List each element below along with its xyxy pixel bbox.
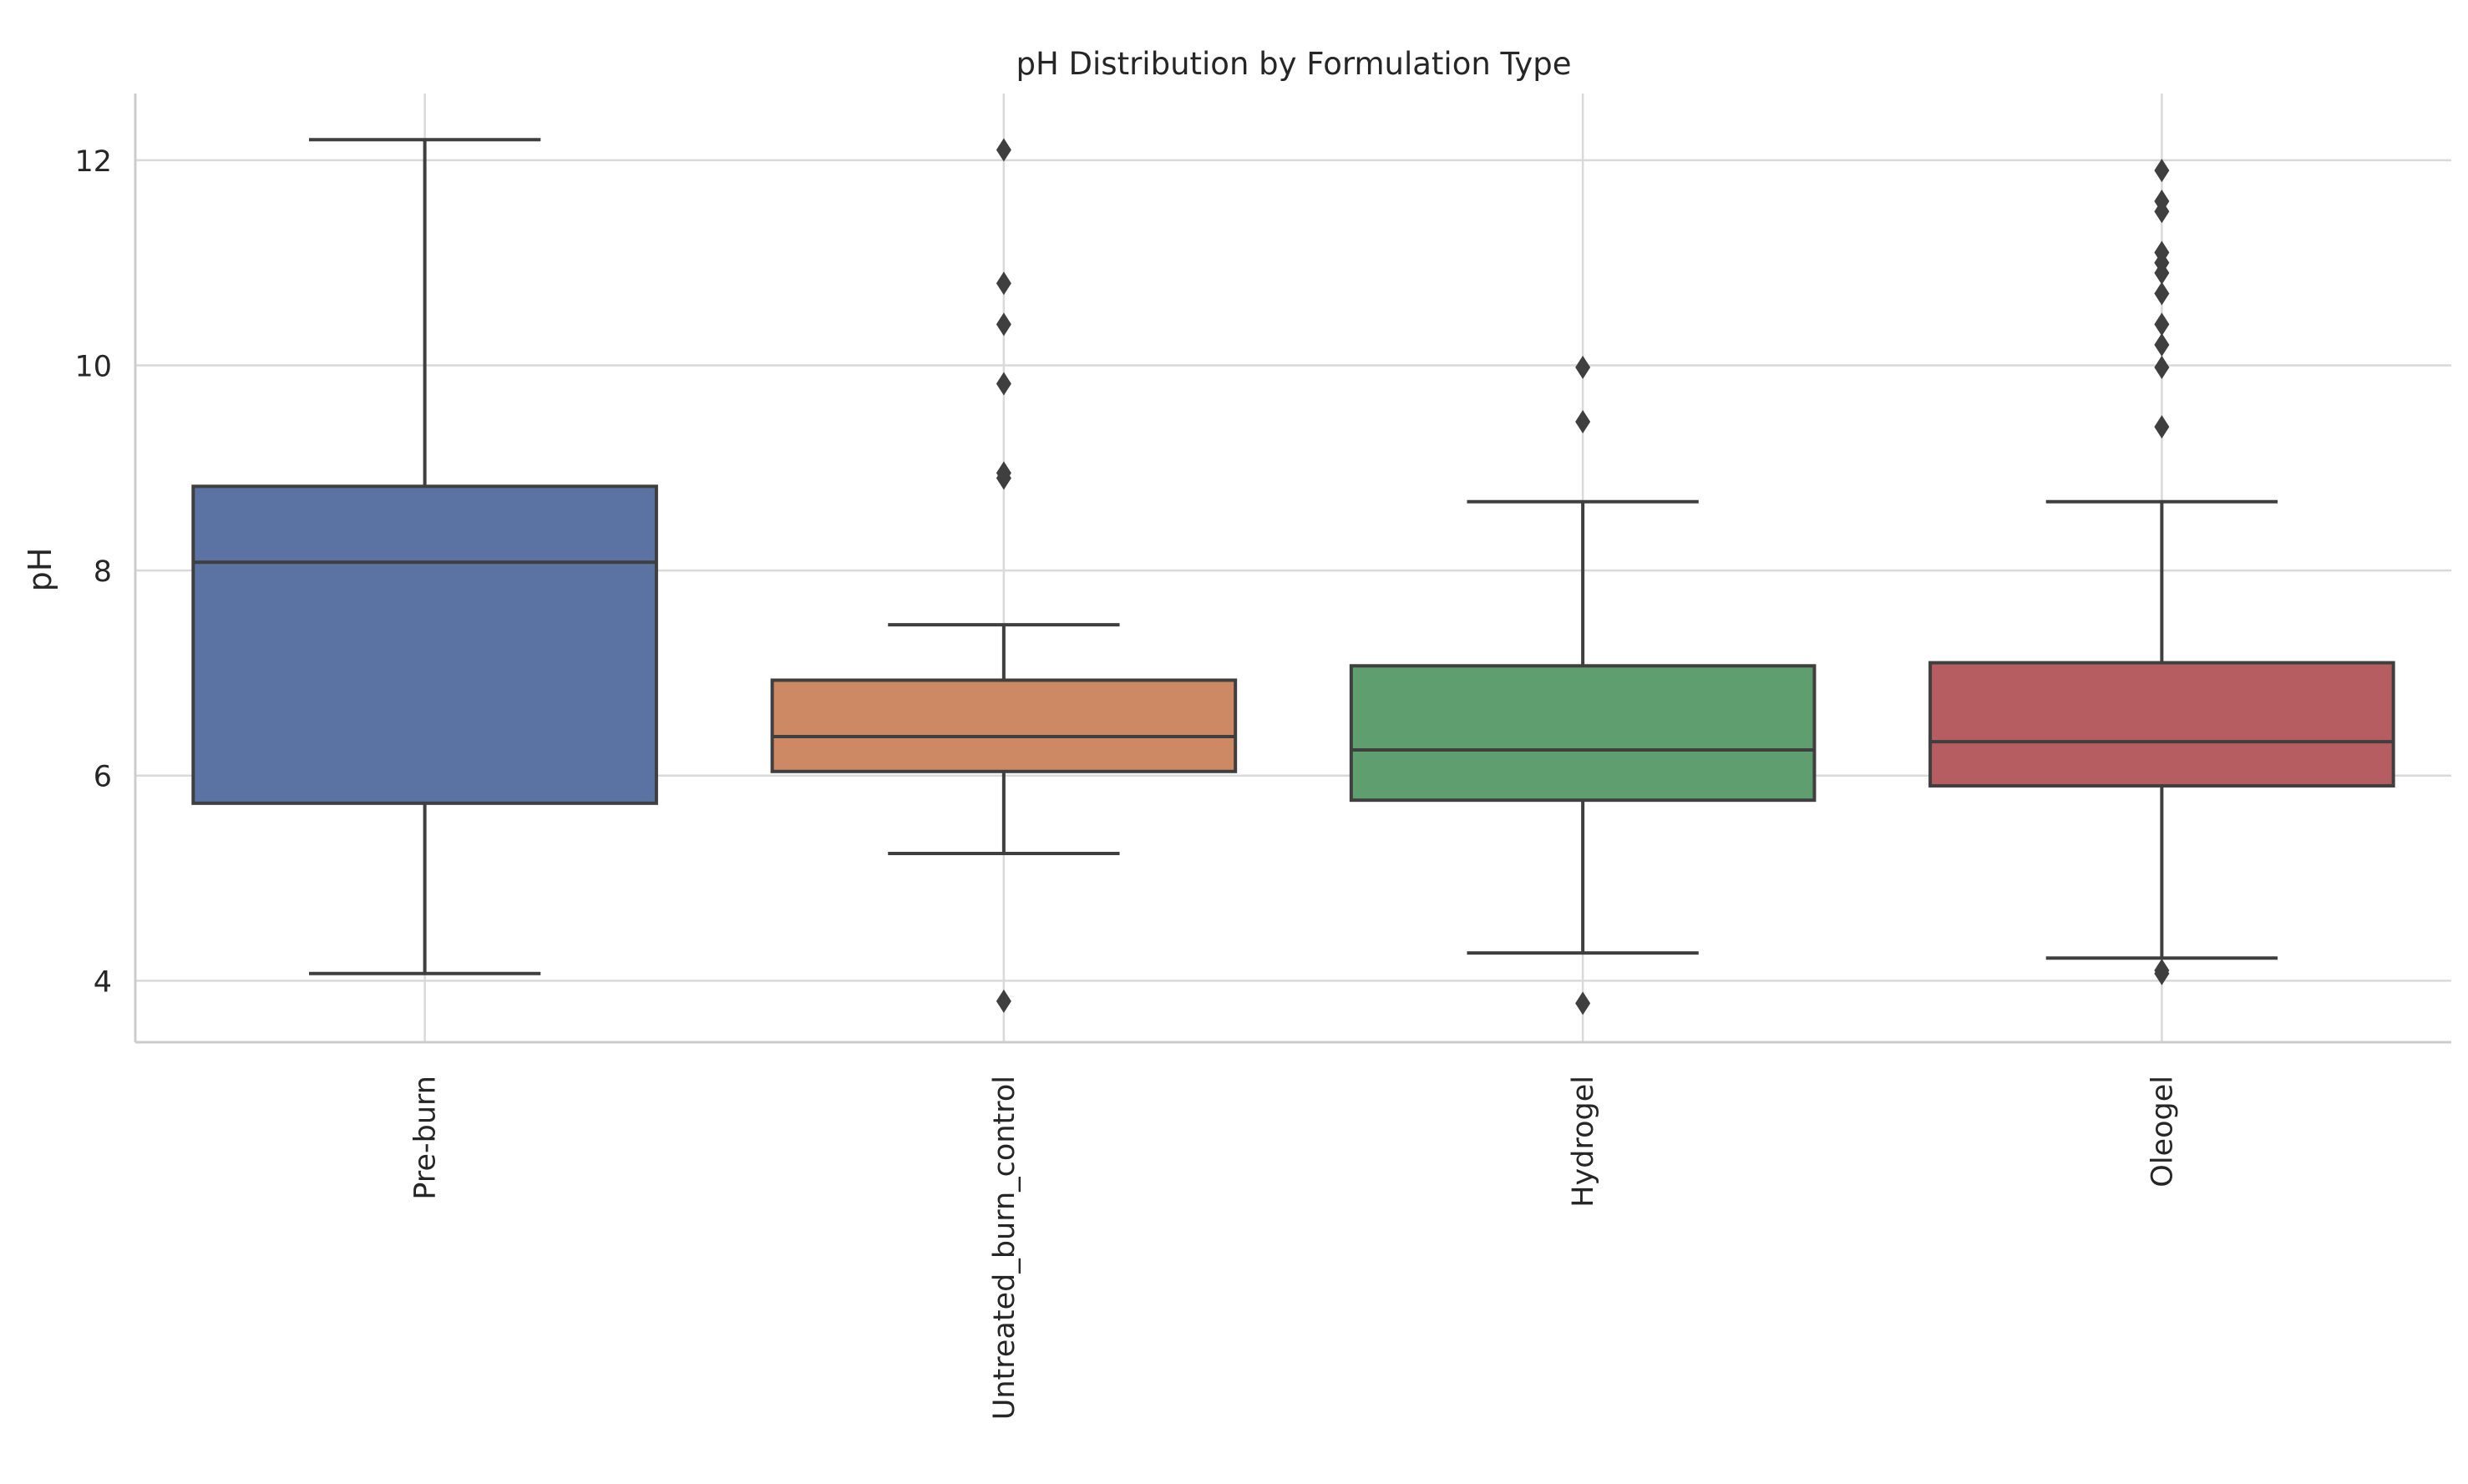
outlier-point bbox=[2154, 189, 2170, 213]
outlier-point bbox=[996, 312, 1011, 337]
outlier-point bbox=[996, 138, 1011, 162]
outlier-point bbox=[2154, 959, 2170, 983]
y-tick-label: 4 bbox=[94, 965, 112, 999]
box-group bbox=[191, 138, 658, 975]
box-group bbox=[1349, 355, 1817, 1016]
boxes bbox=[191, 138, 2395, 1016]
box-group bbox=[1928, 159, 2395, 985]
outlier-point bbox=[996, 989, 1011, 1013]
outlier-point bbox=[996, 372, 1011, 396]
box-iqr bbox=[1928, 661, 2395, 788]
outlier-point bbox=[1575, 355, 1591, 379]
outlier-point bbox=[2154, 159, 2170, 183]
box-iqr bbox=[191, 484, 658, 805]
outlier-point bbox=[2154, 355, 2170, 379]
y-tick-label: 6 bbox=[94, 761, 112, 794]
outlier-point bbox=[1575, 409, 1591, 433]
outlier-point bbox=[2154, 312, 2170, 337]
y-tick-label: 12 bbox=[74, 145, 112, 179]
axes bbox=[134, 94, 2451, 1044]
y-axis-label: pH bbox=[22, 548, 58, 592]
outlier-point bbox=[996, 461, 1011, 485]
x-tick-label: Hydrogel bbox=[1567, 1076, 1600, 1208]
chart-title: pH Distribution by Formulation Type bbox=[1016, 46, 1571, 82]
outlier-point bbox=[2154, 415, 2170, 439]
y-tick-label: 10 bbox=[74, 350, 112, 383]
x-tick-label: Untreated_burn_control bbox=[988, 1076, 1021, 1420]
x-tick-label: Oleogel bbox=[2146, 1076, 2179, 1188]
outlier-point bbox=[2154, 281, 2170, 306]
x-tick-label: Pre-burn bbox=[409, 1076, 443, 1200]
box-iqr bbox=[1349, 664, 1817, 803]
tick-labels: 4 6 8 10 12 Pre-burn Untreated_burn_control Hyd… bbox=[74, 145, 2179, 1420]
outlier-point bbox=[2154, 332, 2170, 357]
outlier-point bbox=[1575, 991, 1591, 1016]
outlier-point bbox=[996, 271, 1011, 296]
box-iqr bbox=[770, 678, 1238, 773]
outlier-point bbox=[2154, 241, 2170, 265]
y-tick-label: 8 bbox=[94, 555, 112, 589]
box-group bbox=[770, 138, 1238, 1013]
